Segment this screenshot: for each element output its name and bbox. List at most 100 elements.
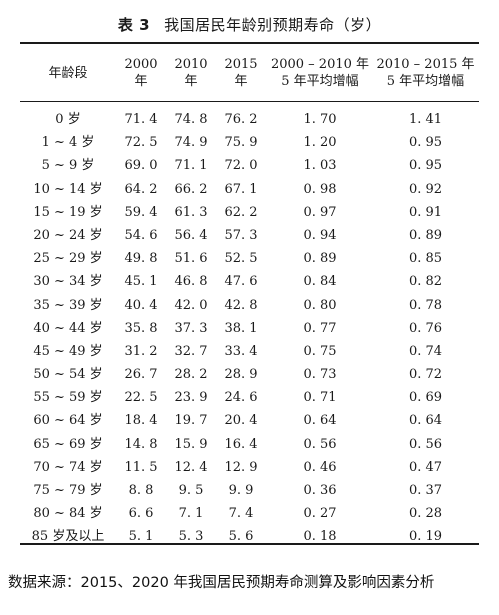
table-row: 70 ~ 74 岁 11. 5 12. 4 12. 9 0. 46 0. 47	[20, 456, 479, 479]
cell-2000: 22. 5	[124, 390, 158, 406]
cell-2010: 71. 1	[174, 158, 208, 174]
cell-growth-2010-2015: 0. 19	[408, 529, 443, 545]
cell-2015: 76. 2	[224, 112, 258, 127]
cell-2015: 5. 6	[228, 529, 254, 545]
cell-age-group: 0 岁	[55, 112, 81, 127]
table-row: 25 ~ 29 岁 49. 8 51. 6 52. 5 0. 89 0. 85	[20, 247, 479, 270]
cell-growth-2000-2010: 0. 94	[303, 227, 337, 243]
header-2000: 2000 年	[124, 57, 158, 89]
table-row: 45 ~ 49 岁 31. 2 32. 7 33. 4 0. 75 0. 74	[20, 340, 479, 363]
cell-2000: 18. 4	[124, 413, 158, 429]
cell-growth-2010-2015: 0. 92	[408, 181, 443, 197]
cell-growth-2000-2010: 0. 64	[303, 413, 337, 429]
cell-2000: 14. 8	[124, 436, 158, 452]
table-row: 30 ~ 34 岁 45. 1 46. 8 47. 6 0. 84 0. 82	[20, 270, 479, 293]
cell-2000: 45. 1	[124, 274, 158, 290]
cell-2000: 69. 0	[124, 158, 158, 174]
cell-growth-2010-2015: 0. 72	[408, 367, 443, 383]
cell-growth-2000-2010: 0. 71	[303, 390, 337, 406]
cell-2015: 16. 4	[224, 436, 258, 452]
cell-growth-2000-2010: 0. 80	[303, 297, 337, 313]
table-row: 75 ~ 79 岁 8. 8 9. 5 9. 9 0. 36 0. 37	[20, 479, 479, 502]
cell-2010: 46. 8	[174, 274, 208, 290]
cell-age-group: 70 ~ 74 岁	[33, 459, 103, 475]
cell-growth-2000-2010: 0. 73	[303, 367, 337, 383]
cell-age-group: 60 ~ 64 岁	[33, 413, 103, 429]
table-row: 55 ~ 59 岁 22. 5 23. 9 24. 6 0. 71 0. 69	[20, 386, 479, 409]
cell-growth-2000-2010: 0. 84	[303, 274, 337, 290]
cell-2010: 74. 8	[174, 112, 208, 127]
cell-2015: 28. 9	[224, 367, 258, 383]
cell-age-group: 45 ~ 49 岁	[33, 343, 103, 359]
cell-growth-2010-2015: 0. 95	[408, 158, 443, 174]
cell-2015: 9. 9	[228, 483, 254, 498]
cell-growth-2010-2015: 0. 76	[408, 320, 443, 336]
cell-growth-2010-2015: 0. 37	[408, 483, 443, 498]
cell-2000: 59. 4	[124, 204, 158, 220]
cell-2000: 54. 6	[124, 227, 158, 243]
cell-growth-2000-2010: 0. 27	[303, 506, 337, 522]
cell-growth-2000-2010: 0. 98	[303, 181, 337, 197]
cell-2000: 31. 2	[124, 343, 158, 359]
cell-growth-2010-2015: 0. 89	[408, 227, 443, 243]
table-row: 50 ~ 54 岁 26. 7 28. 2 28. 9 0. 73 0. 72	[20, 363, 479, 386]
cell-growth-2000-2010: 0. 18	[303, 529, 337, 545]
cell-2010: 5. 3	[178, 529, 204, 545]
header-age-group: 年龄段	[48, 65, 88, 81]
cell-2015: 72. 0	[224, 158, 258, 174]
cell-2010: 51. 6	[174, 251, 208, 267]
cell-2010: 61. 3	[174, 204, 208, 220]
cell-age-group: 65 ~ 69 岁	[33, 436, 103, 452]
cell-2000: 5. 1	[128, 529, 154, 545]
cell-2015: 42. 8	[224, 297, 258, 313]
cell-age-group: 80 ~ 84 岁	[33, 506, 103, 522]
cell-age-group: 85 岁及以上	[31, 529, 105, 545]
table-row: 1 ~ 4 岁 72. 5 74. 9 75. 9 1. 20 0. 95	[20, 131, 479, 154]
cell-2000: 64. 2	[124, 181, 158, 197]
cell-growth-2010-2015: 0. 82	[408, 274, 443, 290]
cell-growth-2010-2015: 0. 47	[408, 459, 443, 475]
table-row: 80 ~ 84 岁 6. 6 7. 1 7. 4 0. 27 0. 28	[20, 502, 479, 525]
cell-growth-2010-2015: 0. 85	[408, 251, 443, 267]
cell-2015: 67. 1	[224, 181, 258, 197]
cell-growth-2010-2015: 1. 41	[408, 112, 443, 127]
cell-age-group: 1 ~ 4 岁	[41, 135, 95, 151]
cell-2010: 66. 2	[174, 181, 208, 197]
table-title: 表 3 我国居民年龄别预期寿命（岁）	[0, 14, 499, 35]
cell-2010: 32. 7	[174, 343, 208, 359]
cell-age-group: 35 ~ 39 岁	[33, 297, 103, 313]
cell-growth-2000-2010: 0. 89	[303, 251, 337, 267]
cell-2015: 75. 9	[224, 135, 258, 151]
cell-growth-2000-2010: 0. 97	[303, 204, 337, 220]
cell-growth-2010-2015: 0. 78	[408, 297, 443, 313]
table-row: 85 岁及以上 5. 1 5. 3 5. 6 0. 18 0. 19	[20, 525, 479, 548]
cell-2010: 7. 1	[178, 506, 204, 522]
cell-age-group: 25 ~ 29 岁	[33, 251, 103, 267]
cell-2010: 28. 2	[174, 367, 208, 383]
table-row: 40 ~ 44 岁 35. 8 37. 3 38. 1 0. 77 0. 76	[20, 317, 479, 340]
cell-2010: 74. 9	[174, 135, 208, 151]
cell-2000: 71. 4	[124, 112, 158, 127]
table-row: 5 ~ 9 岁 69. 0 71. 1 72. 0 1. 03 0. 95	[20, 154, 479, 177]
table-header: 年龄段 2000 年 2010 年 2015 年 2000 – 2010 年 5…	[20, 46, 479, 100]
cell-growth-2000-2010: 0. 46	[303, 459, 337, 475]
cell-growth-2000-2010: 1. 20	[303, 135, 337, 151]
cell-2010: 15. 9	[174, 436, 208, 452]
table-row: 20 ~ 24 岁 54. 6 56. 4 57. 3 0. 94 0. 89	[20, 224, 479, 247]
cell-growth-2000-2010: 1. 03	[303, 158, 337, 174]
cell-2015: 7. 4	[228, 506, 254, 522]
cell-2000: 49. 8	[124, 251, 158, 267]
table-row: 0 岁 71. 4 74. 8 76. 2 1. 70 1. 41	[20, 108, 479, 131]
header-2010: 2010 年	[174, 57, 208, 89]
cell-growth-2010-2015: 0. 56	[408, 436, 443, 452]
cell-2010: 19. 7	[174, 413, 208, 429]
cell-2010: 56. 4	[174, 227, 208, 243]
cell-age-group: 5 ~ 9 岁	[41, 158, 95, 174]
cell-2000: 35. 8	[124, 320, 158, 336]
cell-growth-2010-2015: 0. 69	[408, 390, 443, 406]
cell-age-group: 75 ~ 79 岁	[33, 483, 103, 498]
bottom-rule	[20, 543, 479, 545]
cell-2015: 52. 5	[224, 251, 258, 267]
cell-age-group: 30 ~ 34 岁	[33, 274, 103, 290]
cell-growth-2010-2015: 0. 91	[408, 204, 443, 220]
